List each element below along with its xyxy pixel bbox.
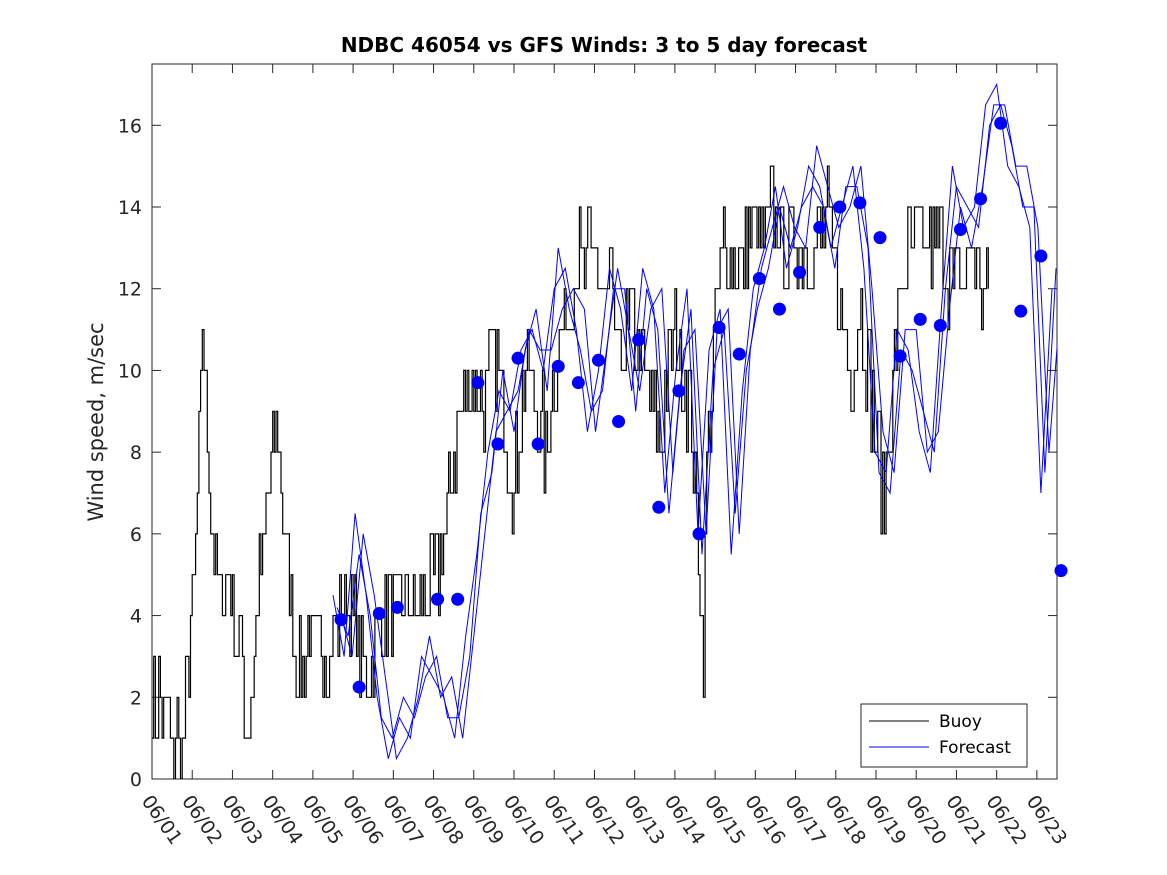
buoy-series-line [152, 165, 989, 779]
y-tick-label: 14 [118, 197, 142, 219]
forecast-point [551, 359, 565, 373]
y-tick-label: 0 [130, 769, 142, 791]
forecast-point [511, 351, 525, 365]
forecast-point [1054, 564, 1068, 578]
forecast-point [793, 265, 807, 279]
chart-title: NDBC 46054 vs GFS Winds: 3 to 5 day fore… [341, 33, 868, 57]
forecast-point [471, 376, 485, 390]
forecast-point [873, 231, 887, 245]
forecast-point [994, 116, 1008, 130]
forecast-point [732, 347, 746, 361]
y-axis-label: Wind speed, m/sec [84, 322, 108, 521]
forecast-point [712, 321, 726, 335]
forecast-point [531, 437, 545, 451]
forecast-point [893, 349, 907, 363]
axes-box [151, 63, 1058, 780]
forecast-point [591, 353, 605, 367]
forecast-point [431, 592, 445, 606]
legend: Buoy Forecast [860, 703, 1028, 768]
forecast-point [933, 318, 947, 332]
forecast-point [334, 613, 348, 627]
forecast-point [813, 220, 827, 234]
y-tick-label: 12 [118, 279, 142, 301]
y-tick-label: 4 [130, 606, 142, 628]
legend-box [860, 703, 1028, 768]
forecast-point [372, 607, 386, 621]
forecast-point [772, 302, 786, 316]
forecast-point [571, 376, 585, 390]
forecast-point [692, 527, 706, 541]
y-tick-label: 8 [130, 442, 142, 464]
forecast-point [853, 196, 867, 210]
forecast-point [352, 680, 366, 694]
forecast-point [833, 200, 847, 214]
forecast-point [953, 222, 967, 236]
y-tick-label: 16 [118, 115, 142, 137]
forecast-series-line [340, 104, 1057, 761]
forecast-point [491, 437, 505, 451]
forecast-point [1014, 304, 1028, 318]
y-tick-label: 2 [130, 687, 142, 709]
forecast-point [652, 500, 666, 514]
forecast-point [1034, 249, 1048, 263]
forecast-point [451, 592, 465, 606]
y-tick-label: 6 [130, 524, 142, 546]
y-tick-label: 10 [118, 360, 142, 382]
forecast-series-line [336, 103, 1057, 740]
legend-forecast-label: Forecast [939, 738, 1011, 758]
forecast-point [672, 384, 686, 398]
forecast-point [913, 312, 927, 326]
forecast-point [612, 415, 626, 428]
forecast-point [632, 333, 646, 347]
forecast-point [752, 272, 766, 285]
forecast-point [974, 192, 988, 206]
forecast-point [390, 600, 404, 614]
legend-buoy-label: Buoy [939, 712, 982, 732]
